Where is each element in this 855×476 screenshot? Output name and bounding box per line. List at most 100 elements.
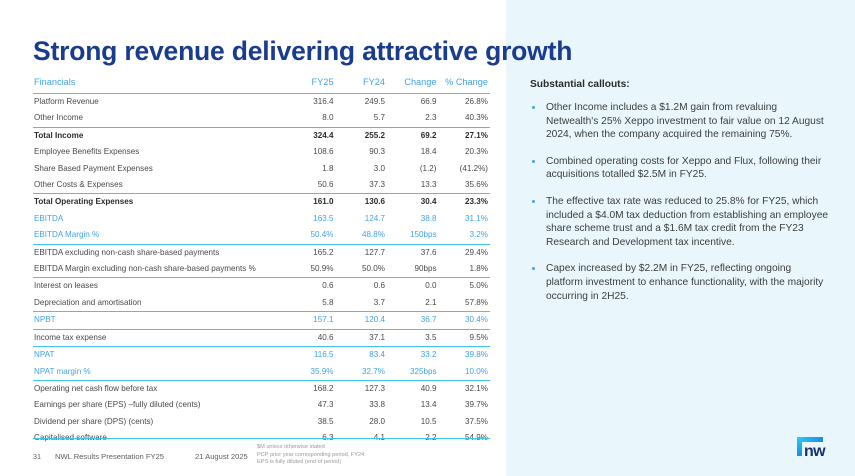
cell-fy25: 116.5: [284, 346, 336, 364]
logo-text: nw: [804, 443, 826, 460]
cell-pct-change: 26.8%: [465, 97, 488, 106]
table-row: NPAT margin % 35.9% 32.7% 325bps 10.0%: [33, 364, 490, 381]
cell-fy25: 168.2: [284, 379, 336, 398]
cell-change: 2.1: [425, 297, 437, 307]
cell-change: 2.3: [425, 113, 437, 123]
cell-fy25: 324.4: [284, 126, 336, 145]
cell-pct-change: 27.1%: [438, 126, 490, 145]
cell-fy25: 1.8: [322, 163, 334, 173]
cell-fy24: 90.3: [369, 147, 385, 157]
cell-pct-change: 1.8%: [469, 264, 488, 274]
table-row: NPBT 157.1 120.4 36.7 30.4%: [33, 311, 490, 330]
column-header-fy24: FY24: [335, 73, 387, 94]
cell-pct-change: 54.9%: [439, 430, 491, 446]
cell-label: Other Income: [34, 113, 84, 123]
cell-pct-change: 39.7%: [465, 400, 488, 410]
cell-pct-change: 9.5%: [438, 328, 490, 347]
cell-label: EBITDA Margin %: [34, 230, 100, 240]
cell-fy25: 6.3: [284, 430, 336, 446]
cell-pct-change: 40.3%: [465, 113, 488, 123]
cell-fy24: 124.7: [364, 213, 385, 223]
cell-fy24: 0.6: [335, 277, 387, 295]
cell-pct-change: 35.6%: [465, 180, 488, 190]
cell-label: EBITDA: [34, 213, 64, 223]
cell-change: 150bps: [409, 230, 437, 240]
cell-pct-change: 37.5%: [465, 416, 488, 426]
table-row: Share Based Payment Expenses 1.8 3.0 (1.2) (…: [33, 161, 490, 177]
table-header-row: Financials FY25 FY24 Change % Change: [33, 73, 490, 94]
callout-item: The effective tax rate was reduced to 25…: [530, 195, 830, 249]
cell-fy24: 127.3: [335, 379, 387, 398]
logo-bracket-horizontal: [797, 437, 823, 442]
column-header-financials: Financials: [33, 73, 284, 94]
cell-fy24: 3.7: [373, 297, 385, 307]
cell-fy25: 47.3: [317, 400, 334, 410]
cell-fy24: 130.6: [335, 193, 387, 211]
financials-table-element: Financials FY25 FY24 Change % Change Pla…: [33, 73, 490, 447]
presentation-date: 21 August 2025: [195, 452, 248, 461]
cell-fy24: 28.0: [369, 416, 385, 426]
cell-pct-change: 57.8%: [465, 297, 488, 307]
callouts-list: Other Income includes a $1.2M gain from …: [530, 101, 830, 303]
cell-label: EBITDA excluding non-cash share-based pa…: [33, 243, 284, 262]
cell-label: Income tax expense: [33, 328, 284, 347]
table-row: EBITDA excluding non-cash share-based pa…: [33, 243, 490, 262]
cell-label: Platform Revenue: [34, 97, 99, 106]
cell-pct-change: 32.1%: [438, 379, 490, 398]
cell-pct-change: 23.3%: [438, 193, 490, 211]
table-row: Dividend per share (DPS) (cents) 38.5 28.0…: [33, 414, 490, 430]
callout-text: Combined operating costs for Xeppo and F…: [546, 155, 822, 181]
financials-table: Financials FY25 FY24 Change % Change Pla…: [33, 73, 490, 447]
cell-change: 10.5: [420, 416, 437, 426]
column-header-pct-change: % Change: [438, 73, 490, 94]
cell-label: Capitalised software: [33, 430, 284, 446]
cell-fy25: 163.5: [313, 213, 334, 223]
cell-pct-change: 30.4%: [438, 311, 490, 330]
deck-name: NWL Results Presentation FY25: [55, 452, 165, 461]
cell-label: Earnings per share (EPS) –fully diluted …: [34, 400, 201, 410]
cell-fy25: 50.4%: [310, 230, 334, 240]
bullet-icon: [532, 199, 535, 203]
cell-label: NPAT: [33, 346, 284, 364]
cell-fy25: 0.6: [284, 277, 336, 295]
callouts-section: Substantial callouts: Other Income inclu…: [530, 79, 830, 316]
cell-change: 13.3: [420, 180, 437, 190]
cell-change: 0.0: [387, 277, 439, 295]
cell-change: 3.5: [387, 328, 439, 347]
cell-fy24: 3.0: [373, 163, 385, 173]
table-row: Earnings per share (EPS) –fully diluted …: [33, 397, 490, 413]
cell-fy25: 40.6: [284, 328, 336, 347]
cell-change: 18.4: [420, 147, 437, 157]
cell-pct-change: 10.0%: [465, 366, 488, 376]
table-bottom-rule: [33, 438, 490, 440]
cell-change: 90bps: [414, 264, 437, 274]
table-row: Other Income 8.0 5.7 2.3 40.3%: [33, 110, 490, 127]
cell-change: 69.2: [387, 126, 439, 145]
table-row: Depreciation and amortisation 5.8 3.7 2.1 57…: [33, 295, 490, 312]
table-row: Income tax expense 40.6 37.1 3.5 9.5%: [33, 328, 490, 347]
cell-fy25: 165.2: [284, 243, 336, 262]
netwealth-logo: nw: [797, 437, 833, 467]
table-row: Capitalised software6.34.12.254.9%: [33, 430, 490, 446]
cell-fy24: 4.1: [336, 430, 388, 446]
cell-fy25: 157.1: [284, 311, 336, 330]
bullet-icon: [532, 159, 535, 163]
callout-item: Capex increased by $2.2M in FY25, reflec…: [530, 262, 830, 303]
logo-bracket-vertical: [797, 437, 802, 456]
callout-text: Other Income includes a $1.2M gain from …: [546, 102, 824, 141]
cell-fy24: 5.7: [373, 113, 385, 123]
cell-label: Other Costs & Expenses: [34, 180, 123, 190]
table-row: EBITDA Margin % 50.4% 48.8% 150bps 3.2%: [33, 227, 490, 244]
cell-change: (1.2): [419, 163, 437, 173]
cell-pct-change: 31.1%: [465, 213, 488, 223]
table-row: Other Costs & Expenses 50.6 37.3 13.3 35.6%: [33, 177, 490, 194]
cell-fy25: 50.6: [317, 180, 334, 190]
cell-fy25: 316.4: [313, 97, 334, 106]
cell-fy24: 127.7: [335, 243, 387, 262]
cell-label: Total Operating Expenses: [33, 193, 284, 211]
cell-fy24: 37.1: [335, 328, 387, 347]
cell-label: Share Based Payment Expenses: [34, 163, 153, 173]
cell-fy25: 108.6: [313, 147, 334, 157]
cell-fy25: 161.0: [284, 193, 336, 211]
cell-fy24: 249.5: [364, 97, 385, 106]
